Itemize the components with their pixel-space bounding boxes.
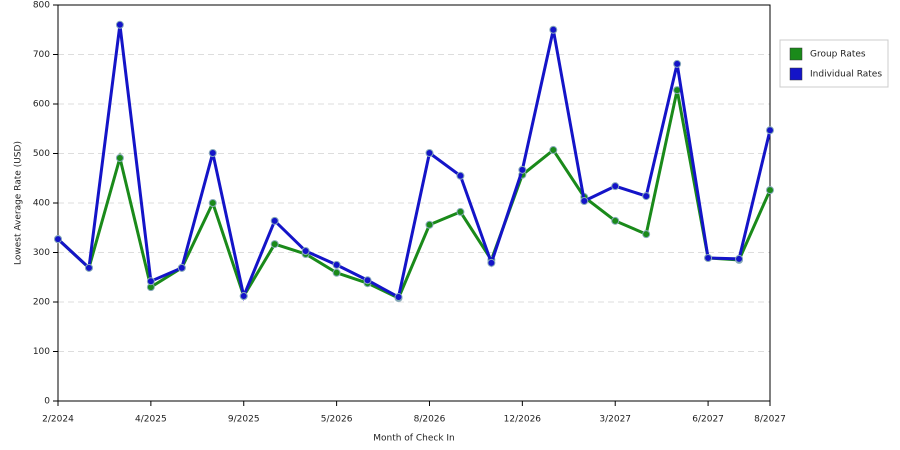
data-point — [394, 293, 403, 302]
x-tick-label: 4/2025 — [135, 415, 167, 425]
y-tick-label: 700 — [33, 50, 50, 60]
y-tick-label: 400 — [33, 199, 50, 209]
data-point — [208, 149, 217, 158]
data-point — [611, 216, 620, 225]
data-point — [704, 253, 713, 262]
data-point — [456, 207, 465, 216]
legend-swatch — [789, 47, 803, 61]
data-point — [177, 263, 186, 272]
data-point — [766, 126, 774, 135]
data-point — [115, 20, 124, 29]
data-point — [766, 186, 774, 195]
x-axis-label: Month of Check In — [373, 434, 455, 444]
x-tick-label: 6/2027 — [692, 415, 724, 425]
data-point — [611, 182, 620, 191]
data-point — [673, 59, 682, 68]
data-point — [54, 235, 62, 244]
legend-label: Individual Rates — [810, 70, 882, 80]
data-point — [270, 240, 279, 249]
y-tick-label: 600 — [33, 100, 50, 110]
data-point — [456, 171, 465, 180]
legend-swatch — [789, 67, 803, 81]
data-point — [146, 277, 155, 286]
series-line — [56, 24, 772, 302]
y-tick-label: 300 — [33, 248, 50, 258]
y-tick-label: 0 — [44, 397, 50, 407]
data-point — [115, 153, 124, 162]
y-axis-label: Lowest Average Rate (USD) — [14, 141, 24, 265]
data-point — [642, 230, 651, 239]
x-tick-label: 12/2026 — [504, 415, 542, 425]
y-tick-label: 800 — [33, 1, 50, 11]
data-point — [84, 263, 93, 272]
data-point — [549, 146, 558, 155]
y-tick-label: 100 — [33, 347, 50, 357]
plot-frame — [57, 4, 771, 402]
x-tick-label: 8/2027 — [754, 415, 786, 425]
data-point — [735, 254, 744, 263]
data-point — [270, 216, 279, 225]
data-point — [332, 260, 341, 269]
x-tick-label: 2/2024 — [42, 415, 74, 425]
y-tick-label: 200 — [33, 298, 50, 308]
legend-label: Group Rates — [810, 50, 866, 60]
data-point — [363, 276, 372, 285]
data-point — [642, 192, 651, 201]
data-point — [332, 268, 341, 277]
data-point — [425, 220, 434, 229]
data-point — [549, 25, 558, 34]
x-tick-label: 9/2025 — [228, 415, 260, 425]
data-point — [425, 149, 434, 158]
data-point — [487, 258, 496, 267]
data-point — [301, 247, 310, 256]
y-tick-label: 500 — [33, 149, 50, 159]
data-point — [208, 199, 217, 207]
x-tick-label: 5/2026 — [321, 415, 353, 425]
x-tick-label: 8/2026 — [414, 415, 446, 425]
data-point — [518, 165, 527, 174]
x-tick-label: 3/2027 — [599, 415, 631, 425]
data-point — [239, 292, 248, 301]
data-point — [580, 197, 589, 206]
